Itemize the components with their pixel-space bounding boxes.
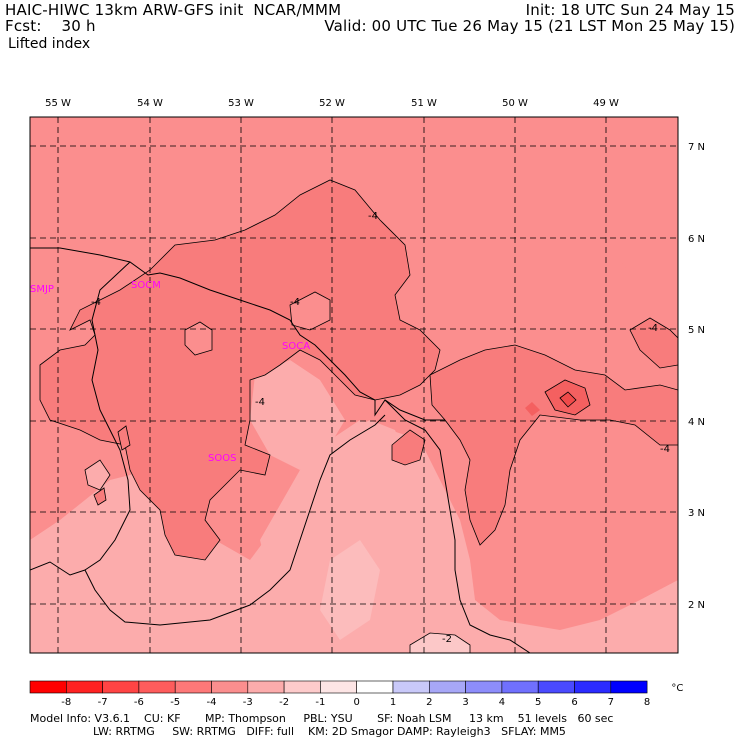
contour-label: -4	[648, 323, 658, 334]
field-hole-1	[184, 321, 213, 356]
footer-physics-info: LW: RRTMG SW: RRTMG DIFF: full KM: 2D Sm…	[30, 725, 566, 738]
colorbar-tick-label: 7	[608, 697, 614, 708]
station-label: SOCA	[282, 341, 310, 352]
border-west	[84, 261, 131, 571]
field-band-ne	[520, 117, 678, 320]
colorbar-swatch	[465, 680, 503, 694]
colorbar-swatch	[247, 680, 285, 694]
init-time: Init: 18 UTC Sun 24 May 15	[525, 1, 735, 19]
lat-lon-grid	[30, 117, 678, 653]
coastline	[30, 247, 445, 421]
colorbar-tick-label: -3	[243, 697, 253, 708]
colorbar-tick-label: 1	[390, 697, 396, 708]
colorbar-swatch	[610, 680, 648, 694]
variable-name: Lifted index	[8, 36, 91, 52]
station-label: SOCM	[131, 280, 161, 291]
field-cell-dot	[525, 402, 540, 416]
contour-label: -4	[91, 297, 101, 308]
colorbar-swatch	[537, 680, 575, 694]
field-cell-small	[391, 429, 426, 466]
field-cell-west	[39, 179, 441, 561]
field-band-pale	[320, 540, 380, 640]
forecast-hour: Fcst: 30 h	[5, 17, 96, 35]
colorbar-tick-label: -5	[170, 697, 180, 708]
lon-label: 55 W	[45, 98, 71, 109]
colorbar-swatch	[66, 680, 103, 694]
field-hole-south	[409, 632, 471, 653]
station-label: SOOS	[208, 453, 236, 464]
lon-label: 53 W	[228, 98, 254, 109]
colorbar-swatch	[392, 680, 430, 694]
colorbar-tick-label: -1	[315, 697, 325, 708]
field-cell-east	[429, 344, 678, 546]
colorbar: -8 -7 -6 -5 -4 -3 -2 -1 0 1 2 3 4 5 6 7 8 °C	[29, 680, 683, 708]
colorbar-swatch	[320, 680, 357, 694]
colorbar-swatch	[356, 680, 394, 694]
lon-label: 50 W	[502, 98, 528, 109]
footer-model-info: Model Info: V3.6.1 CU: KF MP: Thompson P…	[30, 712, 614, 725]
lat-label: 7 N	[688, 142, 705, 153]
colorbar-tick-label: -8	[61, 697, 71, 708]
colorbar-tick-label: -4	[207, 697, 217, 708]
colorbar-swatch	[574, 680, 612, 694]
field-hole-3	[84, 459, 111, 491]
model-title: HAIC-HIWC 13km ARW-GFS init NCAR/MMM	[5, 1, 342, 19]
border-east	[384, 399, 531, 653]
field-cell-far-east	[629, 317, 678, 369]
colorbar-tick-label: 0	[354, 697, 360, 708]
colorbar-tick-label: 2	[426, 697, 432, 708]
colorbar-swatch	[211, 680, 249, 694]
colorbar-tick-label: 6	[571, 697, 577, 708]
colorbar-swatch	[102, 680, 140, 694]
field-hole-5	[93, 487, 107, 506]
colorbar-unit: °C	[671, 683, 683, 694]
colorbar-swatch	[283, 680, 321, 694]
lat-label: 3 N	[688, 508, 705, 519]
colorbar-tick-label: 3	[462, 697, 468, 708]
colorbar-tick-label: 5	[535, 697, 541, 708]
lon-label: 49 W	[593, 98, 619, 109]
field-hole-4	[117, 425, 131, 451]
contour-label: -4	[660, 444, 670, 455]
lon-label: 52 W	[319, 98, 345, 109]
lat-label: 2 N	[688, 600, 705, 611]
field-band-light-central	[260, 420, 440, 645]
contour-label: -4	[368, 211, 378, 222]
colorbar-swatch	[29, 680, 67, 694]
field-hole-2	[289, 291, 331, 331]
station-label: SMJP	[30, 284, 54, 295]
contour-label: -4	[290, 297, 300, 308]
contour-label: -4	[255, 397, 265, 408]
lat-label: 6 N	[688, 234, 705, 245]
colorbar-tick-label: -6	[134, 697, 144, 708]
lon-label: 51 W	[411, 98, 437, 109]
field-band-light-core	[250, 360, 345, 470]
colorbar-swatch	[174, 680, 212, 694]
border-south	[30, 414, 386, 626]
lat-label: 5 N	[688, 325, 705, 336]
map-frame	[29, 116, 679, 654]
colorbar-tick-label: -7	[98, 697, 108, 708]
colorbar-tick-label: -2	[279, 697, 289, 708]
colorbar-swatch	[501, 680, 539, 694]
lon-label: 54 W	[137, 98, 163, 109]
colorbar-swatch	[428, 680, 466, 694]
field-cell-peak	[559, 391, 577, 408]
lat-label: 4 N	[688, 417, 705, 428]
valid-time: Valid: 00 UTC Tue 26 May 15 (21 LST Mon …	[324, 17, 735, 35]
colorbar-tick-label: 4	[499, 697, 505, 708]
colorbar-tick-label: 8	[644, 697, 650, 708]
contour-label: -2	[442, 634, 452, 645]
colorbar-swatch	[138, 680, 176, 694]
